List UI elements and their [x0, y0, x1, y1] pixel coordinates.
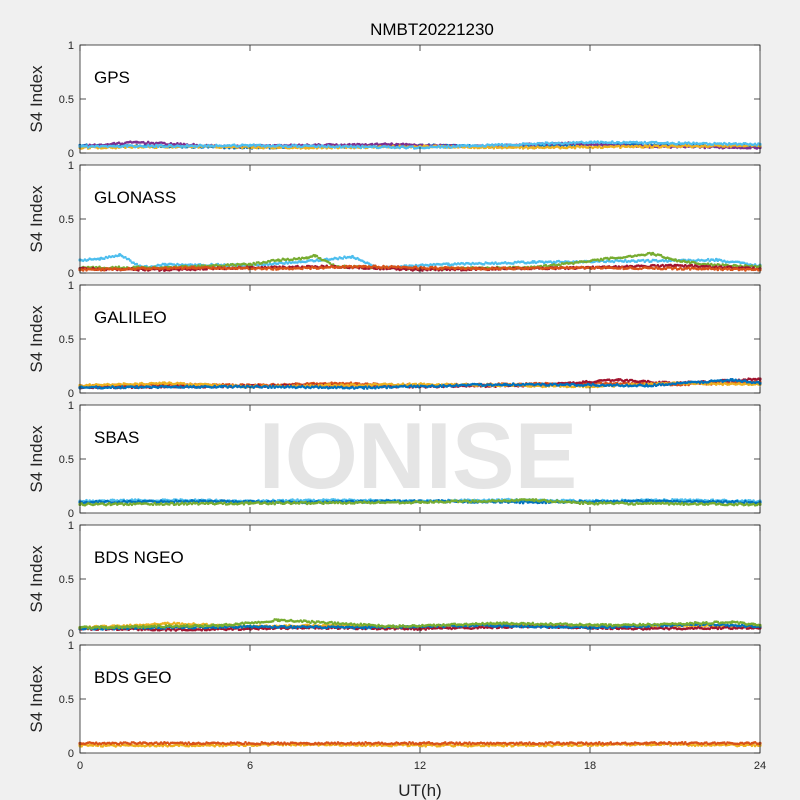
data-point — [753, 142, 757, 146]
data-point — [132, 261, 135, 265]
data-point — [520, 145, 523, 149]
y-tick-label: 0.5 — [59, 94, 74, 106]
data-point — [262, 146, 265, 150]
data-point — [213, 145, 216, 148]
data-point — [163, 262, 167, 266]
panel-label: GPS — [94, 68, 130, 87]
data-point — [650, 252, 654, 256]
data-point — [492, 146, 496, 150]
data-point — [118, 253, 122, 257]
data-point — [531, 260, 535, 264]
panels: 0 0.5 1 S4 Index GPS 0 0.5 1 S4 Index GLONASS 00.5… — [27, 40, 766, 772]
data-point — [616, 378, 620, 382]
y-tick-label: 1 — [68, 160, 74, 172]
data-point — [588, 140, 592, 144]
data-point — [129, 259, 132, 262]
data-point — [755, 144, 759, 147]
data-point — [276, 258, 280, 262]
data-point — [338, 144, 342, 147]
data-point — [127, 257, 130, 261]
data-point — [163, 381, 167, 385]
data-point — [98, 257, 102, 261]
data-point — [667, 145, 671, 149]
data-point — [701, 267, 705, 271]
data-point — [675, 142, 679, 146]
figure-title: NMBT20221230 — [370, 20, 494, 39]
data-point — [191, 266, 195, 270]
axes-background — [80, 285, 760, 393]
data-point — [359, 146, 363, 149]
panel-gps: 0 0.5 1 S4 Index GPS — [27, 40, 762, 160]
data-point — [361, 264, 365, 269]
data-point — [276, 267, 280, 271]
data-point — [641, 142, 645, 145]
data-point — [641, 146, 645, 149]
data-point — [124, 255, 127, 259]
data-point — [617, 144, 621, 148]
series-4 — [78, 140, 762, 150]
data-point — [159, 264, 163, 267]
data-point — [446, 262, 450, 266]
data-point — [645, 144, 649, 149]
data-point — [350, 255, 354, 259]
y-axis-label: S4 Index — [27, 65, 46, 133]
data-point — [573, 146, 577, 150]
data-point — [135, 262, 139, 266]
data-point — [673, 258, 677, 262]
data-point — [145, 142, 148, 145]
y-tick-label: 0.5 — [59, 214, 74, 226]
data-point — [145, 145, 148, 149]
data-point — [411, 145, 415, 148]
data-point — [103, 257, 106, 261]
y-tick-label: 0 — [68, 148, 74, 160]
data-point — [248, 143, 252, 147]
data-point — [289, 145, 293, 148]
data-point — [673, 263, 677, 267]
y-tick-label: 1 — [68, 40, 74, 52]
data-point — [155, 143, 158, 147]
data-point — [651, 146, 655, 149]
data-point — [525, 145, 528, 148]
data-point — [531, 146, 535, 150]
data-point — [305, 256, 309, 260]
data-point — [135, 140, 139, 144]
data-point — [466, 143, 470, 147]
data-point — [85, 144, 88, 147]
data-point — [248, 262, 252, 266]
y-tick-label: 0 — [68, 268, 74, 280]
data-points — [78, 140, 762, 150]
axes-background — [80, 45, 760, 153]
panel-glonass: 0 0.5 1 S4 Index GLONASS — [27, 160, 762, 280]
data-point — [542, 143, 546, 146]
data-point — [711, 143, 715, 146]
data-point — [153, 145, 156, 148]
data-point — [475, 267, 479, 271]
data-point — [146, 140, 150, 144]
y-axis-label: S4 Index — [27, 185, 46, 253]
data-point — [484, 144, 488, 148]
data-points — [78, 251, 762, 272]
data-point — [252, 143, 255, 146]
data-point — [294, 143, 298, 147]
axes-background — [80, 165, 760, 273]
data-point — [313, 254, 317, 258]
panel-label: GLONASS — [94, 188, 176, 207]
data-point — [715, 258, 720, 262]
data-point — [648, 144, 651, 147]
